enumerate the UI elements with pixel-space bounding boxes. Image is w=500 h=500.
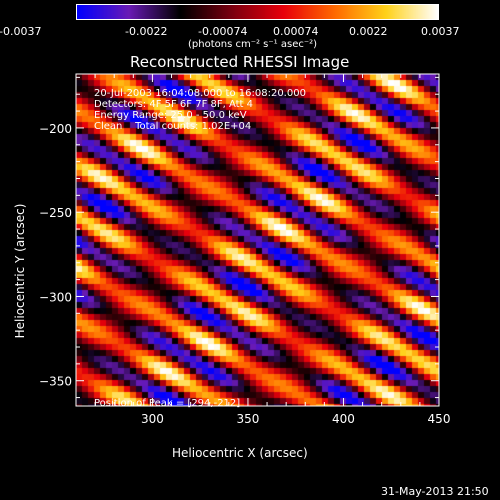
- colorbar-tick-label: -0.00074: [198, 25, 248, 38]
- detectors-annotation: Detectors: 4F 5F 6F 7F 8F, Att 4: [94, 99, 254, 110]
- counts-annotation: Clean Total counts: 1.02E+04: [94, 121, 252, 132]
- colorbar-tick-label: 0.0022: [349, 25, 388, 38]
- colorbar-tick-label: 0.00074: [273, 25, 319, 38]
- y-tick-label: −350: [39, 375, 72, 389]
- y-axis-label: Heliocentric Y (arcsec): [13, 203, 27, 339]
- colorbar-tick-label: 0.0037: [421, 25, 460, 38]
- timestamp: 31-May-2013 21:50: [381, 485, 489, 498]
- plot-frame: [75, 73, 440, 407]
- colorbar-tick-label: -0.0037: [0, 25, 42, 38]
- colorbar-units-label: (photons cm⁻² s⁻¹ asec⁻²): [188, 39, 318, 50]
- colorbar-tick-label: -0.0022: [125, 25, 168, 38]
- colorbar: [76, 4, 439, 20]
- chart-title: Reconstructed RHESSI Image: [130, 53, 350, 71]
- x-tick-label: 300: [141, 412, 164, 426]
- x-tick-label: 400: [332, 412, 355, 426]
- y-tick-label: −300: [39, 290, 72, 304]
- x-axis-label: Heliocentric X (arcsec): [172, 446, 308, 460]
- x-tick-label: 450: [428, 412, 451, 426]
- time-range-annotation: 20-Jul-2003 16:04:08.000 to 16:08:20.000: [94, 88, 306, 99]
- peak-position-annotation: Position of Peak = [294,-212]: [94, 398, 241, 409]
- y-tick-label: −200: [39, 122, 72, 136]
- y-tick-label: −250: [39, 206, 72, 220]
- x-tick-label: 350: [236, 412, 259, 426]
- colorbar-gradient: [77, 5, 438, 19]
- energy-range-annotation: Energy Range: 25.0 - 50.0 keV: [94, 110, 247, 121]
